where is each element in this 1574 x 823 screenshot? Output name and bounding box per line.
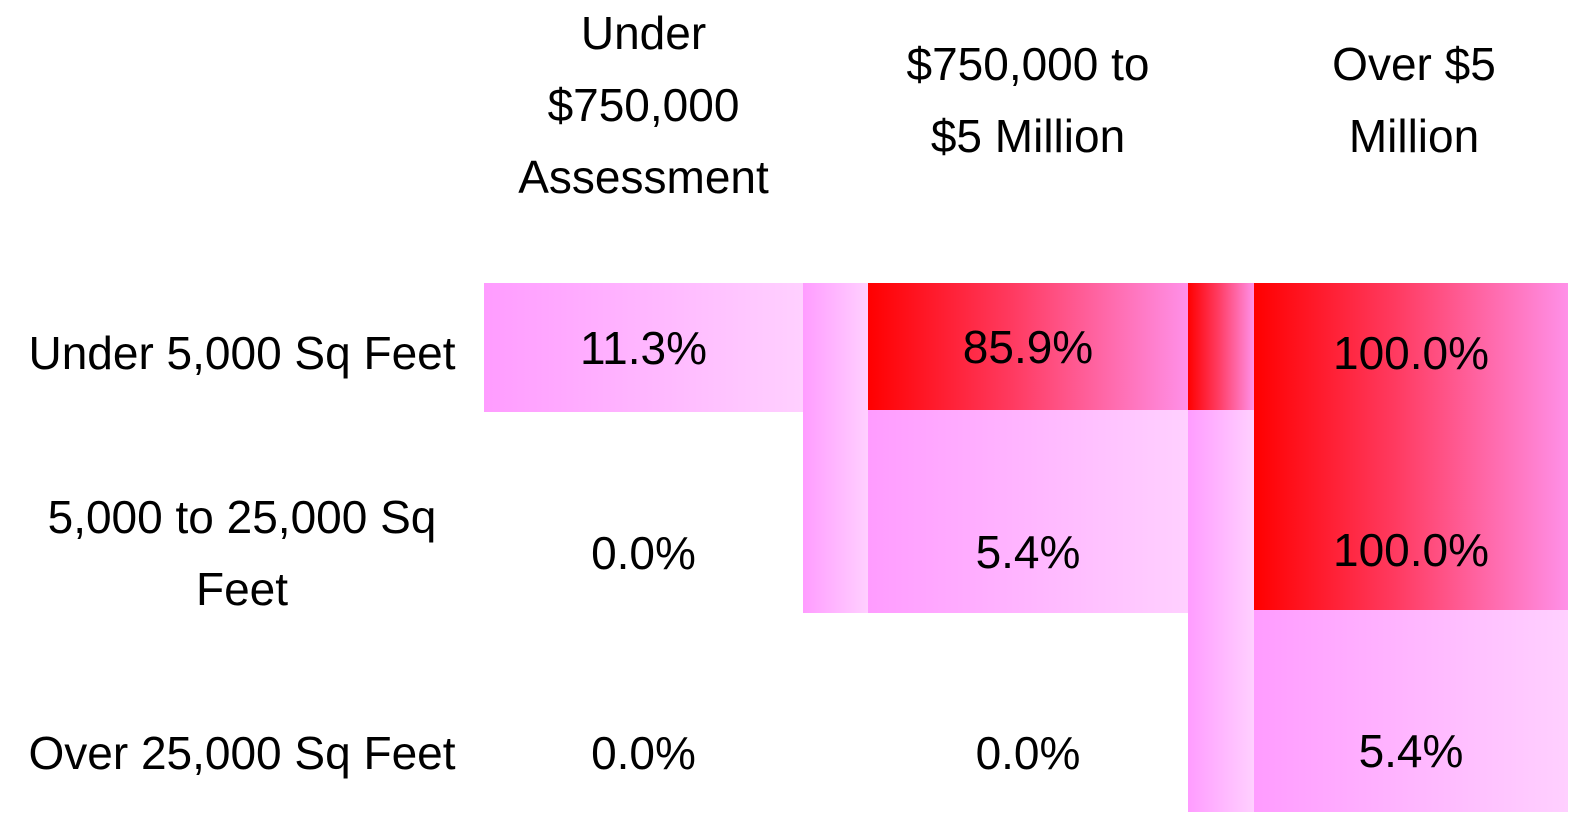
cell-text: 0.0% bbox=[591, 527, 696, 579]
cell: 0.0% bbox=[484, 483, 803, 623]
header-cell: Over $5 Million bbox=[1254, 0, 1574, 200]
cell: 0.0% bbox=[868, 683, 1188, 823]
cell: 100.0% bbox=[1254, 283, 1568, 423]
cell-text: 11.3% bbox=[579, 321, 708, 374]
row-label: Under 5,000 Sq Feet bbox=[0, 283, 484, 423]
strip bbox=[1188, 410, 1254, 812]
row-label: Over 25,000 Sq Feet bbox=[0, 683, 484, 823]
cell: 85.9% bbox=[868, 283, 1188, 410]
header-text: Over $5 Million bbox=[1332, 38, 1496, 162]
cell: 11.3% bbox=[484, 283, 803, 412]
row-label-text: Over 25,000 Sq Feet bbox=[28, 727, 456, 779]
header-text: $750,000 to $5 Million bbox=[906, 38, 1150, 162]
cell-text: 100.0% bbox=[1332, 327, 1489, 379]
cell-text: 85.9% bbox=[962, 320, 1094, 373]
header-cell: Under $750,000 Assessment bbox=[484, 0, 803, 210]
cell-text: 0.0% bbox=[975, 727, 1081, 779]
cell: 100.0% bbox=[1254, 410, 1568, 610]
strip bbox=[803, 283, 868, 613]
cell: 5.4% bbox=[868, 410, 1188, 613]
cell: 0.0% bbox=[484, 683, 803, 823]
cell-text: 5.4% bbox=[975, 525, 1081, 578]
strip bbox=[1188, 283, 1254, 410]
header-text: Under $750,000 Assessment bbox=[518, 7, 769, 203]
cell-text: 100.0% bbox=[1332, 524, 1489, 576]
cell: 5.4% bbox=[1254, 610, 1568, 812]
header-cell: $750,000 to $5 Million bbox=[868, 0, 1188, 200]
row-label-text: 5,000 to 25,000 Sq Feet bbox=[47, 491, 437, 615]
row-label-text: Under 5,000 Sq Feet bbox=[28, 327, 456, 379]
row-label: 5,000 to 25,000 Sq Feet bbox=[0, 483, 484, 623]
cell-text: 0.0% bbox=[591, 727, 696, 779]
cell-text: 5.4% bbox=[1358, 725, 1464, 777]
